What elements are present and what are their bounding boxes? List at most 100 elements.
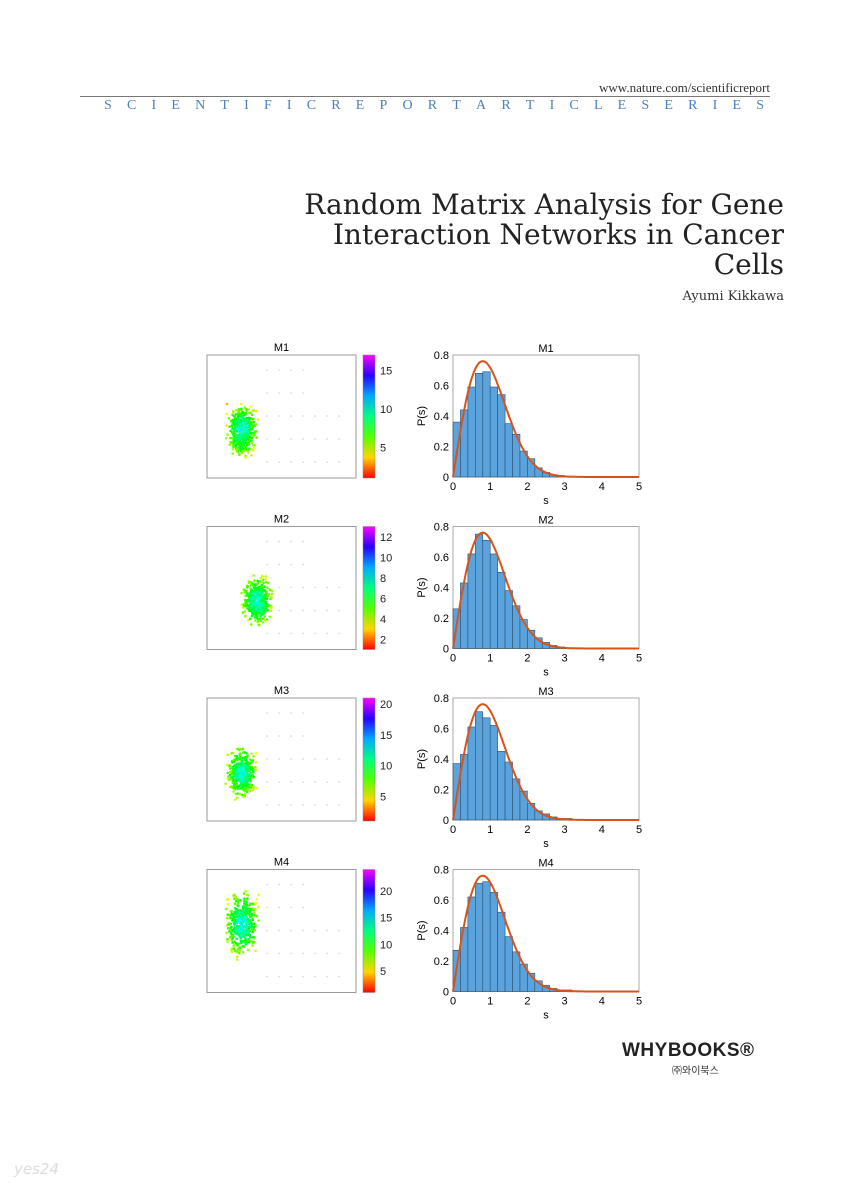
scatter-point	[290, 461, 292, 463]
scatter-point	[253, 424, 257, 427]
histogram-bar	[497, 911, 506, 992]
scatter-point	[242, 427, 245, 431]
scatter-point	[249, 914, 253, 918]
scatter-point	[242, 892, 246, 895]
scatter-point	[241, 417, 244, 420]
scatter-point	[278, 438, 280, 440]
scatter-point	[338, 952, 340, 955]
scatter-point	[248, 919, 252, 923]
scatter-point	[251, 409, 255, 412]
scatter-point	[261, 620, 265, 624]
scatter-point	[241, 611, 245, 614]
scatter-point	[243, 931, 247, 935]
scatter-point	[233, 422, 237, 426]
scatter-point	[238, 752, 242, 755]
scatter-point	[278, 540, 280, 543]
scatter-point	[228, 930, 231, 933]
scatter-point	[247, 592, 251, 595]
colorbar-tick-label: 6	[380, 593, 386, 605]
scatter-point	[290, 563, 292, 566]
scatter-point	[231, 936, 234, 940]
scatter-point	[249, 940, 252, 943]
histogram-bar	[504, 936, 513, 992]
scatter-point	[236, 787, 240, 790]
series-letter: N	[195, 98, 206, 113]
scatter-point	[240, 912, 243, 916]
scatter-point	[266, 781, 268, 783]
scatter-point	[266, 712, 268, 714]
scatter-point	[226, 902, 230, 906]
scatter-point	[257, 612, 261, 615]
scatter-point	[302, 609, 304, 612]
scatter-point	[326, 804, 328, 806]
x-tick-label: 5	[636, 996, 642, 1008]
scatter-point	[302, 929, 304, 932]
scatter-point	[270, 595, 273, 599]
scatter-point	[247, 416, 251, 420]
scatter-point	[290, 438, 292, 440]
scatter-point	[225, 412, 228, 416]
scatter-point	[233, 418, 236, 421]
x-tick-label: 3	[562, 824, 568, 836]
scatter-point	[254, 588, 257, 591]
scatter-point	[266, 415, 268, 417]
scatter-point	[250, 912, 254, 916]
scatter-point	[326, 975, 328, 978]
scatter-point	[244, 614, 247, 618]
scatter-point	[278, 563, 280, 566]
scatter-point	[231, 941, 234, 944]
scatter-point	[243, 449, 246, 453]
scatter-point	[225, 931, 228, 935]
scatter-point	[230, 934, 234, 938]
scatter-point	[278, 712, 280, 714]
scatter-point	[253, 431, 256, 435]
histogram-bar	[519, 619, 528, 649]
scatter-point	[236, 901, 240, 905]
scatter-point	[302, 461, 304, 463]
wigner-curve	[452, 531, 639, 650]
scatter-point	[237, 769, 240, 773]
scatter-point	[243, 406, 246, 409]
scatter-point	[229, 429, 232, 433]
y-axis-label: P(s)	[416, 406, 428, 426]
scatter-point	[231, 410, 235, 414]
scatter-point	[244, 421, 247, 424]
scatter-point	[248, 609, 252, 612]
scatter-point	[338, 586, 340, 589]
publisher-logo: WHYBOOKS® ㈜와이북스	[622, 1040, 762, 1077]
scatter-point	[260, 603, 263, 607]
scatter-point	[266, 586, 269, 590]
scatter-point	[225, 436, 228, 440]
scatter-point	[242, 920, 245, 924]
y-axis-label: P(s)	[416, 577, 428, 597]
scatter-point	[266, 594, 270, 598]
scatter-point	[239, 402, 243, 406]
scatter-point	[254, 760, 258, 764]
series-letter: E	[355, 98, 365, 113]
scatter-point	[264, 594, 268, 598]
scatter-point	[244, 928, 247, 932]
wigner-curve	[452, 360, 639, 478]
scatter-point	[230, 949, 233, 952]
scatter-point	[326, 461, 328, 463]
scatter-point	[302, 781, 304, 783]
series-letter: S	[641, 98, 650, 113]
scatter-point	[254, 768, 258, 772]
scatter-point	[229, 440, 232, 444]
y-tick-label: 0.4	[434, 583, 449, 595]
scatter-point	[247, 419, 251, 423]
scatter-point	[269, 606, 273, 610]
scatter-point	[240, 440, 244, 444]
scatter-point	[257, 905, 260, 909]
scatter-point	[269, 609, 273, 612]
colorbar-tick-label: 10	[380, 761, 392, 773]
scatter-point	[243, 897, 246, 901]
scatter-point	[252, 925, 256, 929]
scatter-point	[238, 428, 241, 432]
histogram-bar	[504, 423, 513, 478]
scatter-point	[264, 580, 268, 584]
scatter-point	[266, 563, 268, 566]
scatter-point	[278, 461, 280, 463]
scatter-point	[290, 609, 292, 612]
colorbar-tick-label: 20	[380, 699, 392, 711]
